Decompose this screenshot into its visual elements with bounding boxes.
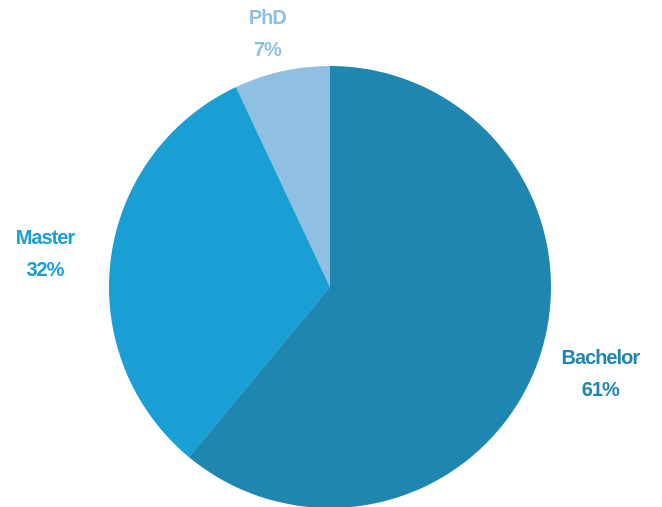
slice-label: Master: [16, 227, 76, 249]
pie-slice: [235, 66, 330, 287]
slice-value-label: 61%: [582, 379, 620, 401]
pie-slice: [108, 87, 330, 458]
slice-label: PhD: [249, 7, 287, 29]
slice-label: Bachelor: [562, 347, 641, 369]
slice-value-label: 7%: [254, 39, 282, 61]
pie-slice: [189, 66, 551, 507]
slice-value-label: 32%: [26, 259, 64, 281]
